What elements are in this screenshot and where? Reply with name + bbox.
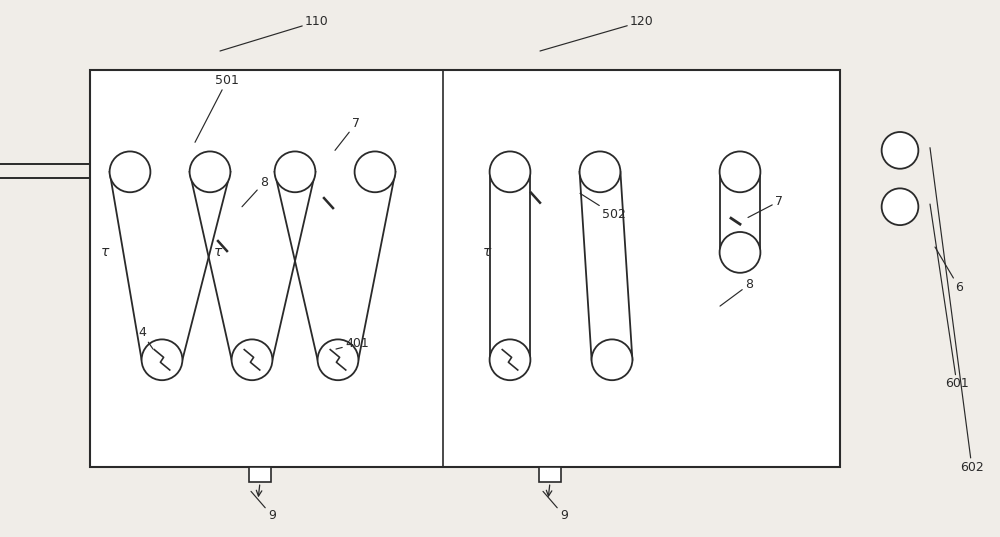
Circle shape [232, 339, 272, 380]
Circle shape [318, 339, 358, 380]
Text: 601: 601 [930, 204, 969, 390]
Bar [90, 70, 840, 467]
Text: 4: 4 [138, 326, 153, 349]
Text: 7: 7 [335, 117, 360, 150]
Text: 501: 501 [195, 74, 239, 142]
Text: 9: 9 [543, 491, 568, 522]
Circle shape [580, 151, 620, 192]
Circle shape [355, 151, 395, 192]
Text: 120: 120 [540, 15, 654, 51]
Circle shape [142, 339, 182, 380]
Text: 8: 8 [720, 278, 753, 306]
Text: 8: 8 [242, 176, 268, 207]
Text: 110: 110 [220, 15, 329, 51]
Text: 9: 9 [251, 491, 276, 522]
Text: τ: τ [101, 245, 109, 259]
Text: 6: 6 [935, 247, 963, 294]
Text: 7: 7 [748, 195, 783, 217]
Text: 401: 401 [336, 337, 369, 350]
Circle shape [490, 339, 530, 380]
Text: τ: τ [483, 245, 491, 259]
Circle shape [490, 151, 530, 192]
Bar [249, 467, 271, 482]
Circle shape [190, 151, 230, 192]
Circle shape [882, 132, 918, 169]
Bar [539, 467, 561, 482]
Text: τ: τ [214, 245, 222, 259]
Circle shape [720, 151, 760, 192]
Circle shape [592, 339, 632, 380]
Text: 502: 502 [580, 193, 626, 221]
Circle shape [110, 151, 150, 192]
Text: 602: 602 [930, 148, 984, 474]
Circle shape [720, 232, 760, 273]
Circle shape [882, 188, 918, 225]
Circle shape [275, 151, 315, 192]
